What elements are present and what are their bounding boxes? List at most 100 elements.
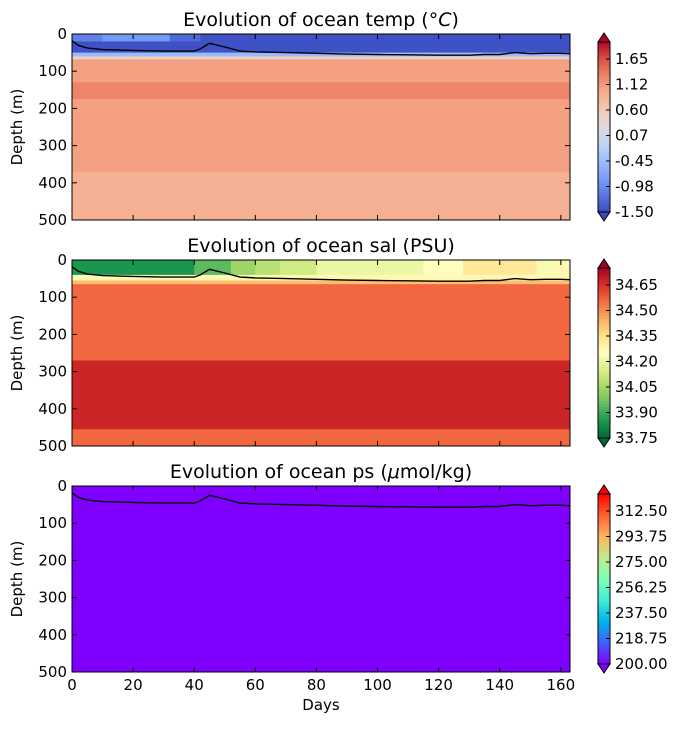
colorbar-segment <box>598 398 610 402</box>
colorbar-segment <box>598 110 610 114</box>
colorbar-segment <box>598 115 610 119</box>
colorbar-segment <box>598 661 610 665</box>
colorbar-segment <box>598 621 610 625</box>
colorbar-segment <box>598 647 610 651</box>
colorbar-segment <box>598 98 610 102</box>
chart-title-suffix: mol/kg) <box>400 461 472 483</box>
heatmap-cell <box>72 280 570 285</box>
mld-contour-line <box>72 492 570 508</box>
colorbar-segment <box>598 152 610 156</box>
colorbar-segment <box>598 649 610 654</box>
colorbar-segment <box>598 392 610 396</box>
colorbar-segment <box>598 287 610 292</box>
colorbar-tick-label: 200.00 <box>615 655 668 673</box>
mld-contour-line <box>72 266 570 282</box>
colorbar-segment <box>598 516 610 520</box>
heatmap-cell <box>72 284 570 362</box>
colorbar-segment <box>598 350 610 354</box>
colorbar-segment <box>598 169 610 173</box>
colorbar-extend-min <box>597 211 611 222</box>
colorbar-segment <box>598 107 610 111</box>
colorbar-segment <box>598 562 610 566</box>
colorbar-segment <box>598 178 610 182</box>
x-tick-label: 140 <box>485 676 514 694</box>
colorbar-segment <box>598 330 610 334</box>
colorbar-tick-label: 34.65 <box>615 276 658 294</box>
colorbar-segment <box>598 50 610 54</box>
colorbar-segment <box>598 149 610 153</box>
colorbar-segment <box>598 338 610 343</box>
colorbar-segment <box>598 432 610 436</box>
colorbar-segment <box>598 536 610 540</box>
colorbar-segment <box>598 310 610 314</box>
y-tick-label: 400 <box>38 626 67 644</box>
colorbar-segment <box>598 67 610 71</box>
heatmap-field <box>72 260 570 446</box>
colorbar-segment <box>598 101 610 105</box>
colorbar-extend-max <box>597 258 611 269</box>
colorbar-segment <box>598 268 610 272</box>
colorbar-tick-label: 34.50 <box>615 302 658 320</box>
heatmap-cell <box>72 429 570 446</box>
colorbar-segment <box>598 327 610 331</box>
colorbar-segment <box>598 604 610 608</box>
heatmap-cell <box>463 260 537 276</box>
colorbar-segment <box>598 429 610 433</box>
heatmap-field <box>72 34 570 220</box>
heatmap-cell <box>72 34 104 43</box>
colorbar-segment <box>598 513 610 518</box>
colorbar-extend-min <box>597 437 611 448</box>
y-tick-label: 300 <box>38 363 67 381</box>
colorbar-segment <box>598 290 610 294</box>
colorbar-segment <box>598 421 610 425</box>
heatmap-cell <box>102 34 171 43</box>
colorbar-segment <box>598 525 610 529</box>
colorbar-segment <box>598 627 610 631</box>
colorbar-tick-label: 34.20 <box>615 353 658 371</box>
colorbar-segment <box>598 90 610 94</box>
x-tick-label: 80 <box>307 676 326 694</box>
plot-frame <box>71 33 571 221</box>
heatmap-cell <box>279 260 318 276</box>
colorbar-segment <box>598 355 610 360</box>
colorbar-segment <box>598 372 610 377</box>
colorbar-segment <box>598 384 610 388</box>
colorbar-tick-label: 275.00 <box>615 553 668 571</box>
colorbar-frame <box>597 267 611 439</box>
colorbar-segment <box>598 375 610 379</box>
colorbar-segment <box>598 530 610 535</box>
heatmap-cell <box>72 82 570 100</box>
colorbar-segment <box>598 206 610 210</box>
y-tick-label: 500 <box>38 211 67 229</box>
colorbar-segment <box>598 285 610 289</box>
colorbar-segment <box>598 42 610 46</box>
colorbar-segment <box>598 579 610 583</box>
colorbar-segment <box>598 166 610 170</box>
colorbar-segment <box>598 70 610 74</box>
heatmap-cell <box>554 260 570 276</box>
chart-title: Evolution of ocean ps (μmol/kg) <box>170 461 472 483</box>
colorbar-tick-label: 34.35 <box>615 327 658 345</box>
chart-title-unit: μ <box>387 461 400 483</box>
colorbar-segment <box>598 293 610 297</box>
y-tick-label: 200 <box>38 551 67 569</box>
colorbar-segment <box>598 550 610 554</box>
colorbar-segment <box>598 203 610 207</box>
y-tick-label: 300 <box>38 589 67 607</box>
colorbar-segment <box>598 209 610 213</box>
x-tick-label: 0 <box>67 676 77 694</box>
y-tick-label: 0 <box>57 25 67 43</box>
x-axis-label: Days <box>302 696 340 714</box>
colorbar-segment <box>598 76 610 80</box>
colorbar-tick-label: 0.60 <box>615 101 648 119</box>
x-tick-label: 120 <box>424 676 453 694</box>
colorbar-segment <box>598 590 610 594</box>
heatmap-cell <box>230 260 256 276</box>
heatmap-cell <box>72 171 570 220</box>
heatmap-cell <box>316 260 424 276</box>
colorbar-segment <box>598 336 610 340</box>
heatmap-cell <box>255 260 281 276</box>
colorbar-segment <box>598 542 610 546</box>
colorbar-segment <box>598 522 610 526</box>
